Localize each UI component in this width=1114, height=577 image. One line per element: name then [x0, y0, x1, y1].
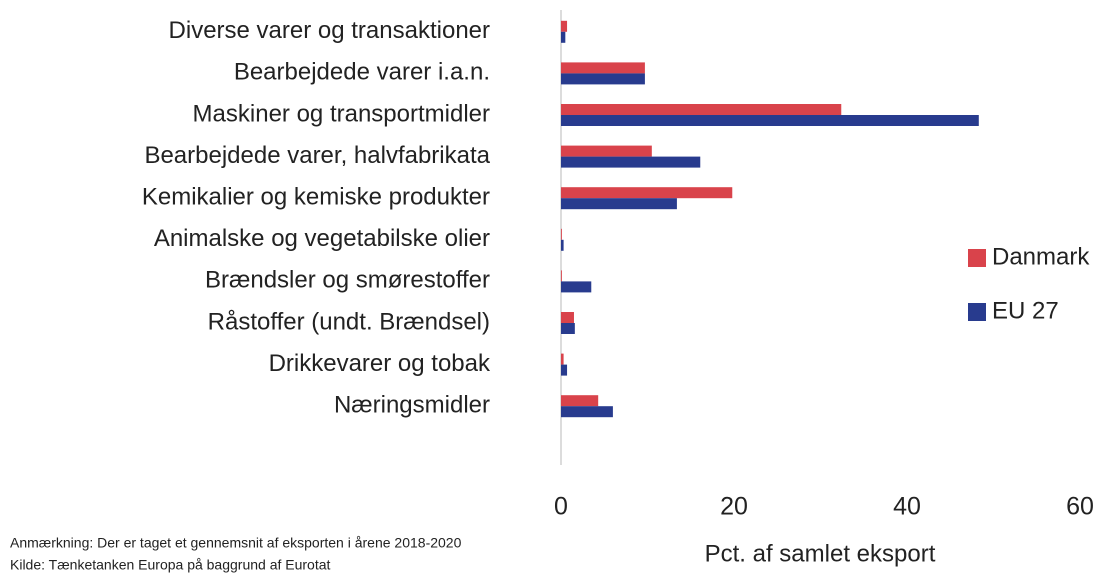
- bar: [561, 104, 842, 115]
- bar: [561, 187, 733, 199]
- legend-swatch: [968, 249, 986, 267]
- bar: [561, 323, 575, 334]
- category-label: Brændsler og smørestoffer: [205, 267, 490, 294]
- bar: [561, 145, 652, 157]
- bar: [561, 115, 979, 126]
- x-tick-label: 0: [554, 493, 568, 521]
- bar: [561, 156, 701, 168]
- bar: [561, 62, 645, 74]
- bar: [561, 228, 562, 240]
- category-label: Næringsmidler: [334, 392, 490, 419]
- bar: [561, 270, 562, 282]
- category-label: Animalske og vegetabilske olier: [154, 225, 490, 252]
- x-tick-label: 60: [1066, 493, 1094, 521]
- category-label: Drikkevarer og tobak: [269, 350, 491, 377]
- bar: [561, 31, 566, 43]
- bar: [561, 20, 568, 32]
- bar: [561, 281, 592, 293]
- bar: [561, 406, 613, 418]
- bar: [561, 395, 599, 407]
- bar: [561, 239, 564, 251]
- x-tick-label: 40: [893, 493, 921, 521]
- category-label: Maskiner og transportmidler: [193, 100, 490, 127]
- legend-swatch: [968, 303, 986, 321]
- note: Anmærkning: Der er taget et gennemsnit a…: [10, 535, 462, 551]
- x-tick-label: 20: [720, 493, 748, 521]
- bar: [561, 312, 574, 323]
- x-axis-label: Pct. af samlet eksport: [705, 540, 936, 567]
- category-label: Bearbejdede varer, halvfabrikata: [144, 142, 490, 169]
- bar: [561, 364, 568, 376]
- category-label: Diverse varer og transaktioner: [169, 17, 490, 44]
- bar: [561, 73, 645, 85]
- category-label: Bearbejdede varer i.a.n.: [234, 59, 490, 86]
- category-label: Råstoffer (undt. Brændsel): [208, 308, 490, 335]
- bar: [561, 198, 677, 210]
- legend-label: EU 27: [992, 297, 1059, 324]
- note: Kilde: Tænketanken Europa på baggrund af…: [10, 557, 331, 573]
- category-label: Kemikalier og kemiske produkter: [142, 184, 490, 211]
- legend-label: Danmark: [992, 243, 1090, 270]
- bar: [561, 353, 564, 365]
